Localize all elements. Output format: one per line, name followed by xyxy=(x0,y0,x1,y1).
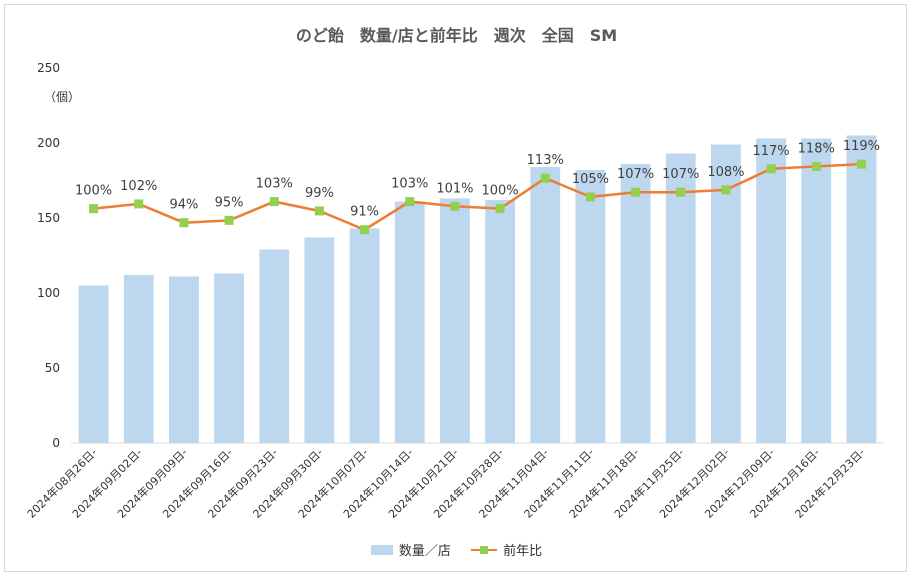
legend-swatch-line xyxy=(471,545,498,555)
bar xyxy=(846,135,877,443)
line-marker xyxy=(495,204,505,214)
legend: 数量／店 前年比 xyxy=(0,540,913,559)
y-tick-label: 200 xyxy=(37,136,60,150)
data-label: 99% xyxy=(305,186,334,201)
bar xyxy=(123,275,154,443)
legend-swatch-bar xyxy=(370,544,393,555)
line-marker xyxy=(585,192,595,202)
data-label: 102% xyxy=(120,179,157,194)
data-label: 95% xyxy=(215,195,244,210)
line-marker xyxy=(405,197,415,207)
y-tick-label: 0 xyxy=(52,436,60,450)
data-label: 107% xyxy=(617,167,654,182)
bar xyxy=(665,153,696,443)
y-tick-label: 50 xyxy=(45,361,60,375)
line-marker xyxy=(360,225,370,235)
line-marker xyxy=(89,204,99,214)
data-label: 105% xyxy=(572,172,609,187)
data-label: 118% xyxy=(798,141,835,156)
legend-label-bar: 数量／店 xyxy=(398,544,451,559)
series-line xyxy=(93,162,862,232)
line-marker xyxy=(179,218,189,228)
data-label: 91% xyxy=(350,205,379,220)
bar xyxy=(78,285,109,443)
data-label: 113% xyxy=(527,153,564,168)
data-label: 119% xyxy=(843,139,880,154)
data-label: 100% xyxy=(75,184,112,199)
y-tick-label: 250 xyxy=(37,61,60,75)
data-label: 100% xyxy=(481,184,518,199)
bar xyxy=(801,138,832,443)
line-marker xyxy=(314,206,324,216)
y-axis-unit-label: （個） xyxy=(44,90,81,104)
data-label: 117% xyxy=(752,144,789,159)
bar xyxy=(259,249,290,443)
line-marker xyxy=(540,173,550,183)
line-marker xyxy=(721,185,731,195)
data-label: 103% xyxy=(391,177,428,192)
chart-title: のど飴 数量/店と前年比 週次 全国 SM xyxy=(295,26,618,45)
bar xyxy=(440,198,470,443)
line-marker xyxy=(450,201,460,211)
bar xyxy=(620,164,651,443)
y-tick-label: 150 xyxy=(37,211,60,225)
bar xyxy=(485,200,515,443)
bar xyxy=(169,276,199,443)
bar xyxy=(756,138,786,443)
data-label: 94% xyxy=(169,198,198,213)
bar xyxy=(575,170,606,443)
line-marker xyxy=(766,164,776,174)
legend-item-line: 前年比 xyxy=(471,540,542,559)
line-marker xyxy=(811,161,821,171)
bar xyxy=(304,237,335,443)
line-marker xyxy=(224,215,234,225)
line-marker xyxy=(676,187,686,197)
data-label: 101% xyxy=(436,181,473,196)
line-marker xyxy=(269,197,279,207)
data-label: 107% xyxy=(662,167,699,182)
y-tick-label: 100 xyxy=(37,286,60,300)
bar xyxy=(349,228,380,443)
data-label: 108% xyxy=(707,165,744,180)
line-marker xyxy=(631,187,641,197)
bar xyxy=(394,201,425,443)
legend-item-bar: 数量／店 xyxy=(370,540,451,559)
bar xyxy=(214,273,244,443)
legend-label-line: 前年比 xyxy=(503,544,543,559)
data-label: 103% xyxy=(256,177,293,192)
bar xyxy=(530,167,561,443)
line-marker xyxy=(134,199,144,209)
line-marker xyxy=(856,159,866,169)
